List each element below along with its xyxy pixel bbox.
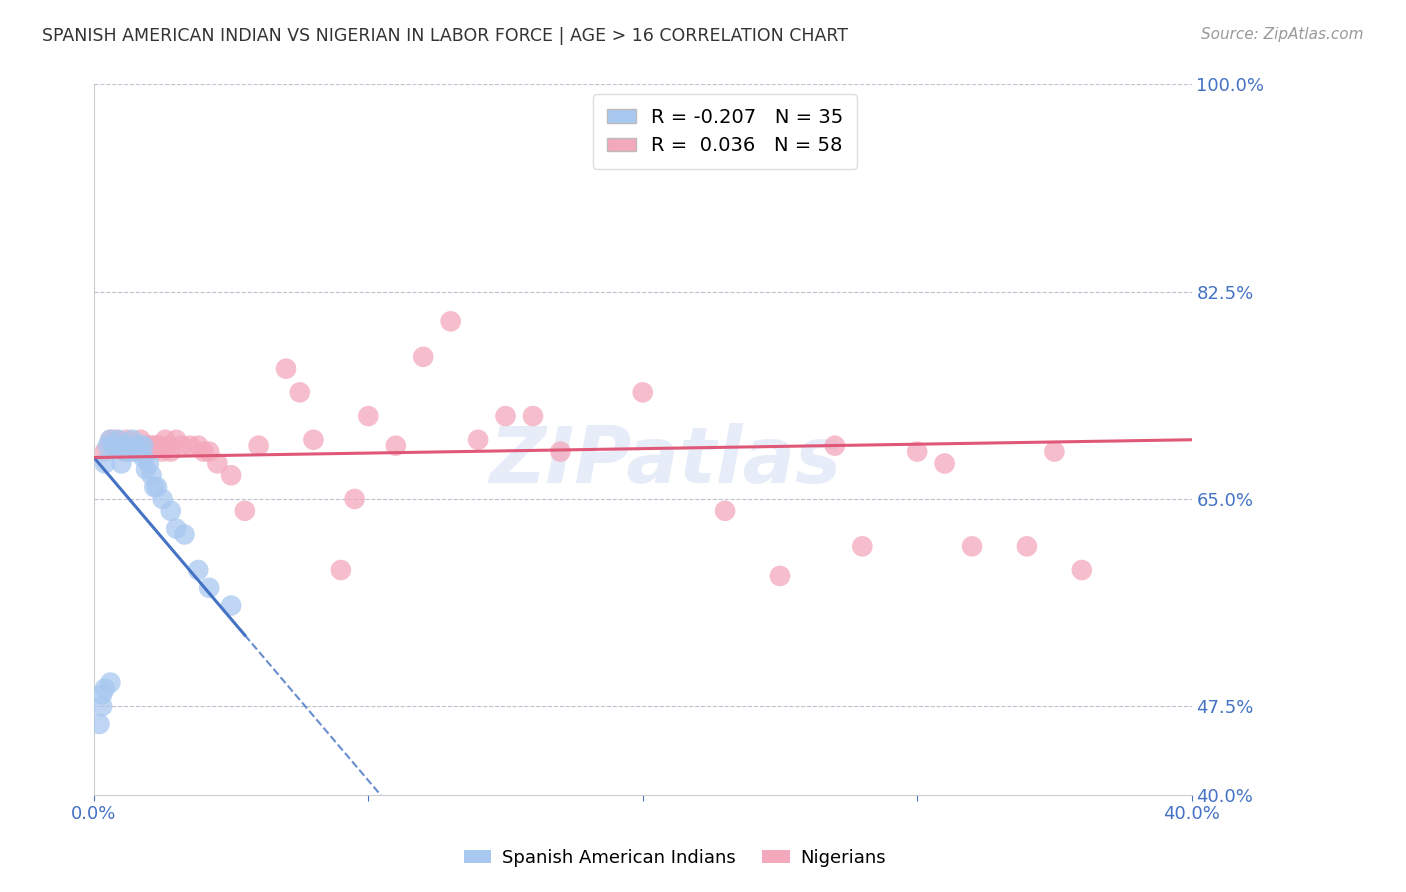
Point <box>118 439 141 453</box>
Point <box>135 462 157 476</box>
Point <box>110 439 132 453</box>
Point <box>132 450 155 465</box>
Point <box>714 504 737 518</box>
Point <box>198 581 221 595</box>
Point <box>100 675 122 690</box>
Point <box>107 439 129 453</box>
Point <box>112 439 135 453</box>
Legend: R = -0.207   N = 35, R =  0.036   N = 58: R = -0.207 N = 35, R = 0.036 N = 58 <box>593 95 858 169</box>
Point <box>91 699 114 714</box>
Point <box>157 439 180 453</box>
Point <box>107 433 129 447</box>
Point <box>247 439 270 453</box>
Point <box>1043 444 1066 458</box>
Point <box>101 439 124 453</box>
Point <box>94 681 117 696</box>
Point <box>152 491 174 506</box>
Point <box>219 599 242 613</box>
Text: ZIPatlas: ZIPatlas <box>489 423 841 499</box>
Point <box>179 439 201 453</box>
Point <box>101 439 124 453</box>
Point <box>343 491 366 506</box>
Point <box>631 385 654 400</box>
Point <box>132 439 155 453</box>
Point <box>522 409 544 423</box>
Point <box>152 444 174 458</box>
Point <box>769 569 792 583</box>
Point <box>110 439 132 453</box>
Point <box>851 539 873 553</box>
Point <box>94 457 117 471</box>
Point <box>550 444 572 458</box>
Point <box>384 439 406 453</box>
Point <box>233 504 256 518</box>
Point <box>91 687 114 701</box>
Point <box>159 504 181 518</box>
Point <box>170 439 193 453</box>
Point <box>118 444 141 458</box>
Point <box>165 433 187 447</box>
Point <box>198 444 221 458</box>
Text: SPANISH AMERICAN INDIAN VS NIGERIAN IN LABOR FORCE | AGE > 16 CORRELATION CHART: SPANISH AMERICAN INDIAN VS NIGERIAN IN L… <box>42 27 848 45</box>
Point <box>165 522 187 536</box>
Legend: Spanish American Indians, Nigerians: Spanish American Indians, Nigerians <box>457 842 893 874</box>
Point <box>146 480 169 494</box>
Point <box>1015 539 1038 553</box>
Point <box>193 444 215 458</box>
Point <box>960 539 983 553</box>
Point <box>143 480 166 494</box>
Point <box>127 444 149 458</box>
Point <box>155 433 177 447</box>
Point <box>141 468 163 483</box>
Point <box>143 439 166 453</box>
Point <box>440 314 463 328</box>
Point <box>495 409 517 423</box>
Point <box>129 439 152 453</box>
Point <box>97 439 120 453</box>
Point <box>124 444 146 458</box>
Point <box>132 444 155 458</box>
Point <box>1070 563 1092 577</box>
Point <box>467 433 489 447</box>
Point <box>104 433 127 447</box>
Point <box>412 350 434 364</box>
Point <box>138 444 160 458</box>
Point <box>159 444 181 458</box>
Point <box>302 433 325 447</box>
Point <box>905 444 928 458</box>
Point <box>934 457 956 471</box>
Point <box>219 468 242 483</box>
Point <box>115 444 138 458</box>
Point <box>104 439 127 453</box>
Point <box>129 433 152 447</box>
Text: Source: ZipAtlas.com: Source: ZipAtlas.com <box>1201 27 1364 42</box>
Point <box>100 433 122 447</box>
Point <box>173 527 195 541</box>
Point <box>824 439 846 453</box>
Point <box>187 439 209 453</box>
Point <box>94 444 117 458</box>
Point <box>138 457 160 471</box>
Point <box>121 439 143 453</box>
Point <box>141 439 163 453</box>
Point <box>288 385 311 400</box>
Point <box>127 439 149 453</box>
Point <box>357 409 380 423</box>
Point <box>121 433 143 447</box>
Point <box>146 439 169 453</box>
Point <box>89 717 111 731</box>
Point <box>124 439 146 453</box>
Point <box>149 439 172 453</box>
Point <box>274 361 297 376</box>
Point <box>110 457 132 471</box>
Point <box>115 433 138 447</box>
Point <box>135 439 157 453</box>
Point <box>100 433 122 447</box>
Point <box>112 444 135 458</box>
Point <box>207 457 229 471</box>
Point <box>187 563 209 577</box>
Point <box>329 563 352 577</box>
Point <box>124 439 146 453</box>
